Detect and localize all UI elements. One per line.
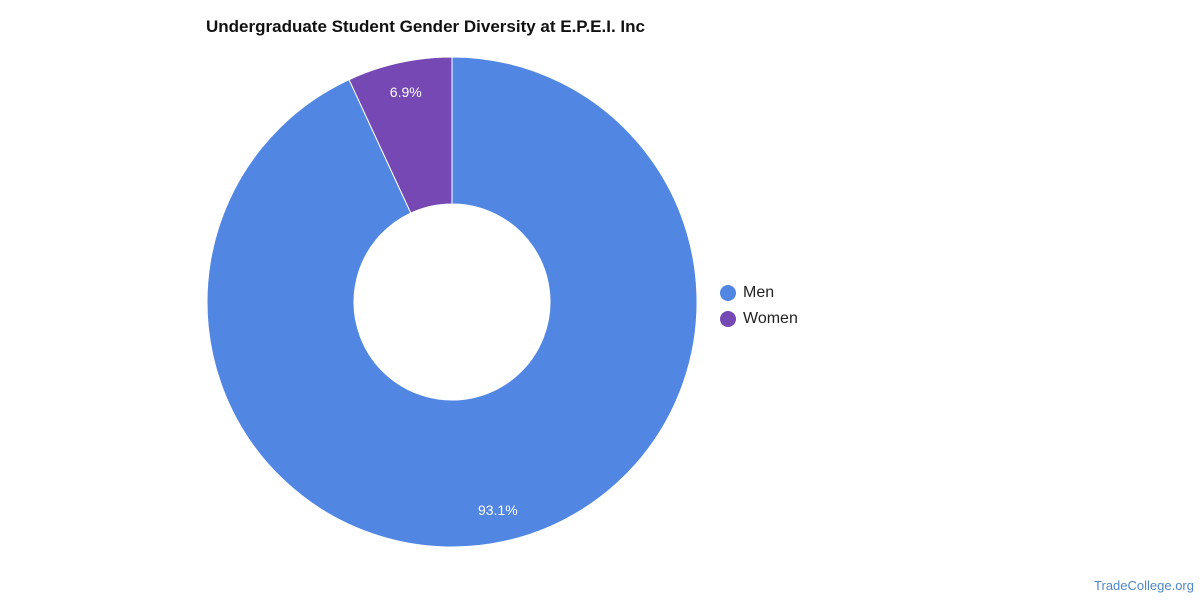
source-credit-link[interactable]: TradeCollege.org [1094, 578, 1194, 593]
legend-swatch-women [720, 311, 736, 327]
legend-item-women[interactable]: Women [720, 306, 798, 332]
legend: Men Women [720, 280, 798, 332]
chart-title: Undergraduate Student Gender Diversity a… [206, 17, 645, 36]
slice-label-women: 6.9% [390, 84, 422, 100]
legend-item-men[interactable]: Men [720, 280, 798, 306]
slice-men[interactable] [206, 56, 698, 548]
legend-label-women: Women [743, 310, 798, 327]
donut-slices [206, 56, 698, 548]
slice-label-men: 93.1% [478, 502, 518, 518]
legend-swatch-men [720, 285, 736, 301]
slice-labels: 93.1% 6.9% [390, 84, 518, 518]
legend-label-men: Men [743, 284, 775, 301]
slice-women[interactable] [348, 56, 453, 214]
